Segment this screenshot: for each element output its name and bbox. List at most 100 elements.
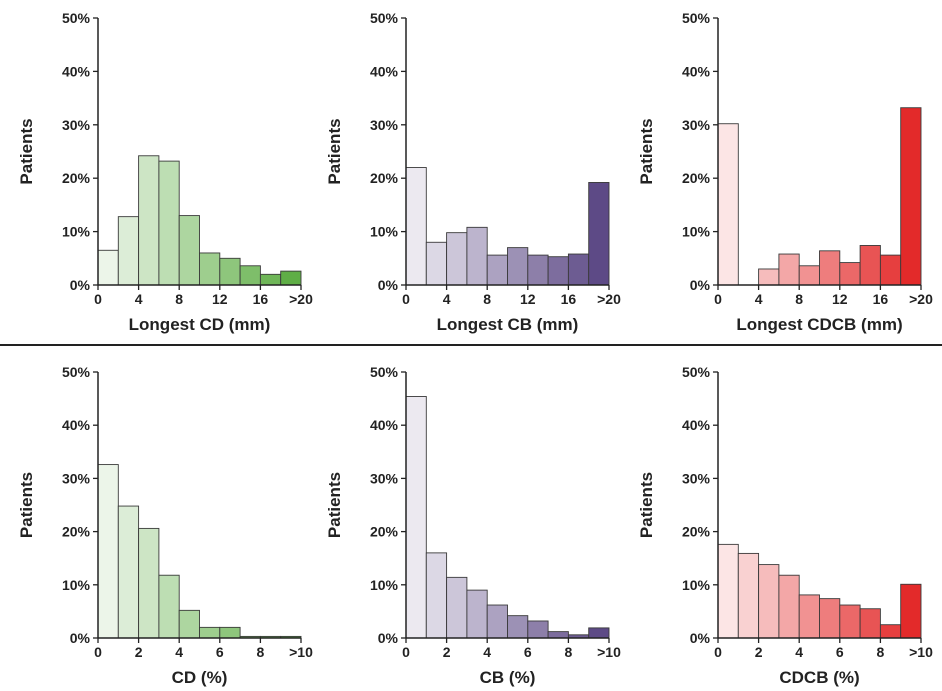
y-tick-label: 20% — [370, 524, 399, 540]
y-tick-label: 50% — [370, 364, 399, 380]
x-tick-label: 4 — [135, 291, 143, 307]
y-tick-label: 50% — [62, 364, 91, 380]
bar-16-18 — [879, 254, 902, 286]
y-axis-label: Patients — [17, 472, 36, 538]
x-tick-label: 8 — [565, 644, 573, 660]
bar-6-8 — [466, 226, 488, 286]
bar-14-16 — [239, 265, 261, 286]
x-axis-label: Longest CDCB (mm) — [736, 315, 902, 334]
y-tick-label: 30% — [62, 470, 91, 486]
x-tick-label: 2 — [443, 644, 451, 660]
bar-1-2 — [117, 505, 140, 639]
bar-4-5 — [798, 594, 820, 639]
chart-panel-5: 0% 10% 20% 30% 40% 50% 0 2 4 6 8 >10 CB (%) Patients — [325, 364, 621, 687]
x-axis-label: Longest CD (mm) — [129, 315, 271, 334]
y-axis-label: Patients — [325, 472, 344, 538]
x-axis-label: CB (%) — [480, 668, 536, 687]
bar-7-8 — [547, 631, 569, 639]
x-tick-label: 0 — [94, 644, 102, 660]
x-tick-label: >20 — [289, 291, 313, 307]
y-tick-label: 20% — [370, 170, 399, 186]
x-tick-label: 2 — [135, 644, 143, 660]
y-tick-label: 10% — [62, 577, 91, 593]
y-tick-label: 40% — [62, 63, 91, 79]
y-tick-label: 40% — [370, 417, 399, 433]
bar-16-18 — [567, 253, 590, 286]
y-tick-label: 50% — [682, 10, 711, 26]
y-tick-label: 50% — [62, 10, 91, 26]
x-tick-label: 4 — [483, 644, 491, 660]
bar-1-2 — [737, 552, 760, 639]
y-tick-label: 30% — [370, 470, 399, 486]
x-tick-label: 8 — [175, 291, 183, 307]
y-tick-label: 40% — [682, 417, 711, 433]
x-tick-label: >10 — [597, 644, 621, 660]
x-tick-label: 4 — [755, 291, 763, 307]
x-tick-label: 8 — [877, 644, 885, 660]
bar-5-6 — [199, 626, 221, 639]
bar-3-4 — [158, 574, 180, 639]
chart-panel-2: 0% 10% 20% 30% 40% 50% 0 4 8 12 16 >20 Longest CB (m… — [325, 10, 621, 334]
y-tick-label: 0% — [690, 277, 711, 293]
bar-0-2 — [717, 123, 739, 286]
x-tick-label: 6 — [524, 644, 532, 660]
bar-12-14 — [219, 257, 241, 286]
y-tick-label: 20% — [62, 170, 91, 186]
bar-16-18 — [259, 273, 282, 286]
bar-6-7 — [527, 620, 549, 639]
x-tick-label: 6 — [836, 644, 844, 660]
x-tick-label: 6 — [216, 644, 224, 660]
y-tick-label: 0% — [690, 630, 711, 646]
x-tick-label: 16 — [561, 291, 577, 307]
x-tick-label: 8 — [483, 291, 491, 307]
bar-0-1 — [97, 464, 119, 639]
y-tick-label: 0% — [378, 277, 399, 293]
y-tick-label: 30% — [62, 117, 91, 133]
x-tick-label: >10 — [909, 644, 933, 660]
bar->9 — [900, 583, 922, 639]
bar-8-10 — [486, 254, 508, 286]
y-tick-label: 20% — [62, 524, 91, 540]
bar-5-6 — [819, 598, 841, 639]
chart-panel-6: 0% 10% 20% 30% 40% 50% 0 2 4 6 8 >10 CDCB (%) Patient… — [637, 364, 933, 687]
x-axis-label: CD (%) — [172, 668, 228, 687]
x-tick-label: 0 — [402, 644, 410, 660]
bar-12-14 — [839, 262, 861, 286]
bar-2-3 — [758, 564, 780, 639]
x-tick-label: 12 — [832, 291, 848, 307]
bar-6-8 — [158, 160, 180, 286]
x-tick-label: 8 — [795, 291, 803, 307]
bar-0-2 — [405, 167, 427, 286]
x-tick-label: >20 — [597, 291, 621, 307]
y-tick-label: 30% — [682, 470, 711, 486]
bar->18 — [900, 107, 922, 286]
y-tick-label: 50% — [682, 364, 711, 380]
bar-6-7 — [219, 626, 241, 639]
x-tick-label: 16 — [873, 291, 889, 307]
bar-10-12 — [199, 252, 221, 286]
bar-2-4 — [117, 216, 140, 286]
y-tick-label: 10% — [62, 224, 91, 240]
x-tick-label: >20 — [909, 291, 933, 307]
x-tick-label: 0 — [714, 291, 722, 307]
y-axis-label: Patients — [637, 472, 656, 538]
bar->18 — [280, 270, 302, 286]
y-axis-label: Patients — [637, 118, 656, 184]
x-tick-label: 16 — [253, 291, 269, 307]
bar-7-8 — [859, 608, 881, 639]
x-tick-label: 0 — [402, 291, 410, 307]
bar-6-8 — [778, 253, 800, 286]
y-axis-label: Patients — [325, 118, 344, 184]
x-tick-label: 4 — [175, 644, 183, 660]
x-tick-label: 0 — [714, 644, 722, 660]
bar-14-16 — [547, 256, 569, 286]
chart-panel-1: 0% 10% 20% 30% 40% 50% 0 4 8 12 16 >20 Longest CD (m… — [17, 10, 313, 334]
bar->18 — [588, 182, 610, 286]
bar-4-6 — [138, 155, 160, 286]
bar-4-6 — [758, 268, 780, 286]
y-tick-label: 40% — [682, 63, 711, 79]
x-axis-label: CDCB (%) — [779, 668, 859, 687]
chart-panel-3: 0% 10% 20% 30% 40% 50% 0 4 8 12 16 >20 Longest CDCB … — [637, 10, 933, 334]
y-tick-label: 20% — [682, 524, 711, 540]
x-tick-label: 4 — [443, 291, 451, 307]
